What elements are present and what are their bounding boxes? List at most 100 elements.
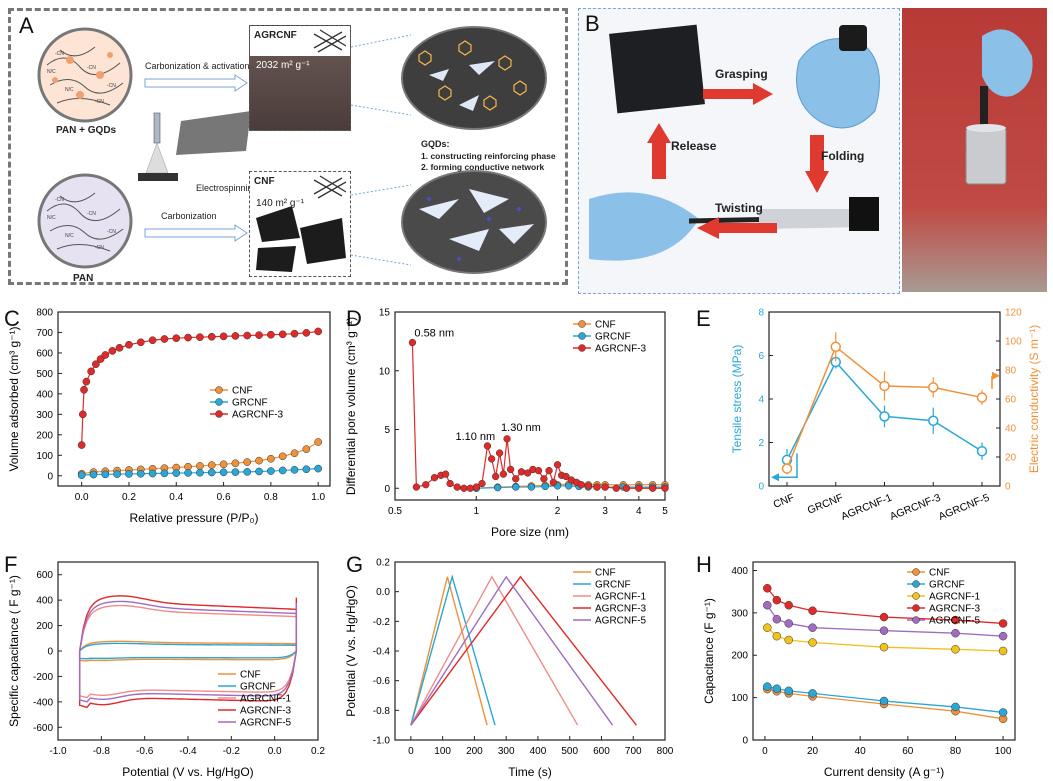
data-point [136, 338, 145, 347]
x-tick-label: 0.5 [388, 506, 402, 517]
y2-tick-label: 100 [1005, 337, 1022, 348]
x-tick-label: 40 [855, 746, 867, 757]
x-tick-label: 0.2 [122, 492, 136, 503]
data-point [91, 360, 100, 369]
carbonization-activation-label: Carbonization & activation [145, 61, 250, 71]
data-point [512, 483, 520, 491]
y-tick-label: 300 [36, 410, 53, 421]
data-point [87, 367, 95, 376]
x-tick-label: CNF [772, 492, 797, 511]
legend-marker [912, 604, 920, 612]
y2-tick-label: 60 [1005, 395, 1017, 406]
y-tick-label: 4 [758, 395, 764, 406]
x-tick-label: -0.2 [223, 746, 241, 757]
data-point [314, 464, 323, 473]
molecule-tag: -CN [107, 229, 116, 235]
molecule-tag: -CN [87, 211, 96, 217]
data-point [763, 584, 772, 593]
data-point [781, 463, 793, 474]
data-point [661, 484, 669, 492]
legend-marker [215, 386, 223, 394]
y-tick-label: 200 [36, 430, 53, 441]
data-point [951, 702, 960, 712]
data-point [278, 452, 287, 461]
hand-with-weight [965, 29, 1033, 185]
legend-marker [215, 398, 223, 406]
data-point [80, 385, 88, 394]
x-tick-label: 0 [762, 746, 768, 757]
x-axis-label: Pore size (nm) [491, 525, 569, 539]
x-tick-label: 80 [950, 746, 962, 757]
legend-marker [912, 580, 920, 588]
y-tick-label: 400 [36, 596, 53, 607]
legend-label: AGRCNF-5 [595, 616, 647, 627]
data-point [82, 377, 91, 386]
y-axis-label: Specific capacitance ( F g⁻¹) [7, 575, 21, 727]
data-point [512, 475, 520, 483]
data-point [184, 469, 192, 477]
data-point [243, 468, 252, 476]
data-point [207, 332, 216, 341]
data-point [231, 459, 240, 468]
data-point [89, 470, 98, 479]
y-axis-label: Differential pore volume (cm³ g⁻¹) [345, 317, 358, 495]
data-point [648, 484, 657, 492]
data-point [494, 484, 502, 492]
gcd-curve [410, 574, 496, 726]
data-point [808, 689, 817, 698]
cnf-microstructure [401, 170, 547, 274]
legend-label: GRCNF [595, 332, 631, 343]
data-point [314, 327, 323, 336]
data-point [998, 631, 1008, 641]
data-point [540, 475, 548, 483]
plot-frame [57, 311, 331, 487]
molecule-tag: -CN [95, 245, 104, 251]
x-tick-label: 1 [473, 506, 479, 517]
data-point [879, 696, 889, 706]
y-tick-label: -0.4 [373, 647, 391, 658]
data-point [601, 483, 609, 491]
data-point [278, 330, 287, 339]
molecule-tag: N/C [65, 87, 74, 93]
panel-c-label: C [4, 306, 20, 331]
data-point [422, 481, 430, 489]
mesh-icon [313, 29, 346, 53]
molecule-tag: -CN [55, 51, 64, 57]
data-point [487, 455, 496, 463]
release-label: Release [671, 139, 717, 153]
twisting-label: Twisting [715, 201, 763, 215]
carbonization-activation-arrow [144, 74, 248, 92]
y-tick-label: 500 [36, 369, 53, 380]
twisting-arrow [697, 217, 777, 239]
data-point [879, 626, 889, 635]
gloved-hand-grasp [796, 25, 880, 129]
data-point [219, 332, 228, 341]
data-point [77, 441, 86, 449]
data-point [441, 470, 450, 478]
panel-f-label: F [4, 552, 18, 577]
data-point [534, 466, 543, 475]
panel-g-label: G [346, 552, 364, 577]
legend-label: GRCNF [595, 580, 631, 591]
y-axis-label: Potential (V vs. Hg/HgO) [345, 585, 358, 716]
grasping-label: Grasping [715, 67, 768, 81]
x-tick-label: 1.0 [311, 492, 325, 503]
y-tick-label: -0.6 [373, 676, 391, 687]
data-point [302, 465, 311, 474]
data-point [314, 438, 323, 446]
data-point [879, 380, 890, 392]
x-tick-label: 5 [662, 506, 668, 517]
carbonization-arrow [144, 224, 248, 242]
data-point [541, 482, 549, 491]
data-point [77, 471, 86, 480]
data-point [584, 482, 592, 490]
data-point [255, 331, 263, 339]
data-point [290, 465, 299, 474]
data-point [302, 445, 311, 454]
y-tick-label: 600 [36, 348, 53, 359]
chart-c-isotherm: 0.0 0.2 0.4 0.6 0.8 1.0 Relative pressure (P/P… [7, 308, 331, 525]
data-point [808, 606, 817, 615]
y-tick-label: 8 [758, 308, 764, 319]
agrcnf-title: AGRCNF [254, 30, 297, 41]
y-tick-label: -200 [33, 672, 53, 683]
